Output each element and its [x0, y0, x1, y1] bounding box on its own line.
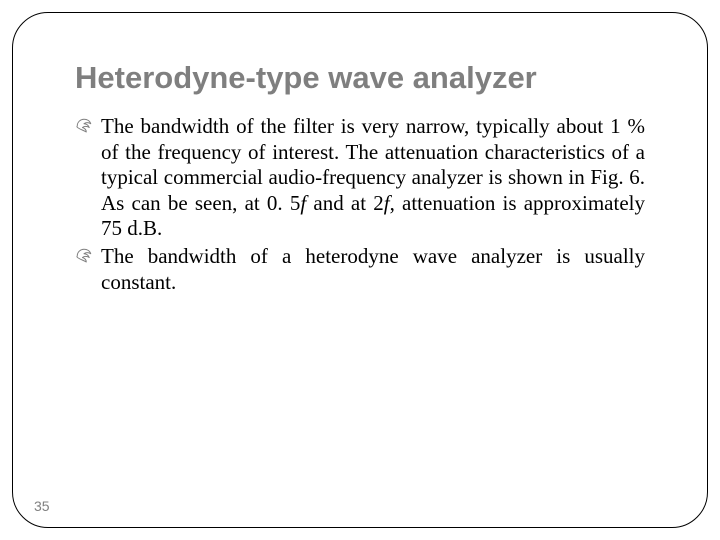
slide-title: Heterodyne-type wave analyzer [75, 60, 645, 96]
bullet-text: and at 2 [306, 191, 384, 215]
bullet-text: The bandwidth of a heterodyne wave analy… [101, 244, 645, 294]
bullet-list: The bandwidth of the filter is very narr… [75, 114, 645, 295]
slide-content: Heterodyne-type wave analyzer The bandwi… [75, 60, 645, 297]
bullet-item: The bandwidth of a heterodyne wave analy… [75, 244, 645, 295]
page-number: 35 [34, 498, 50, 514]
bullet-item: The bandwidth of the filter is very narr… [75, 114, 645, 242]
